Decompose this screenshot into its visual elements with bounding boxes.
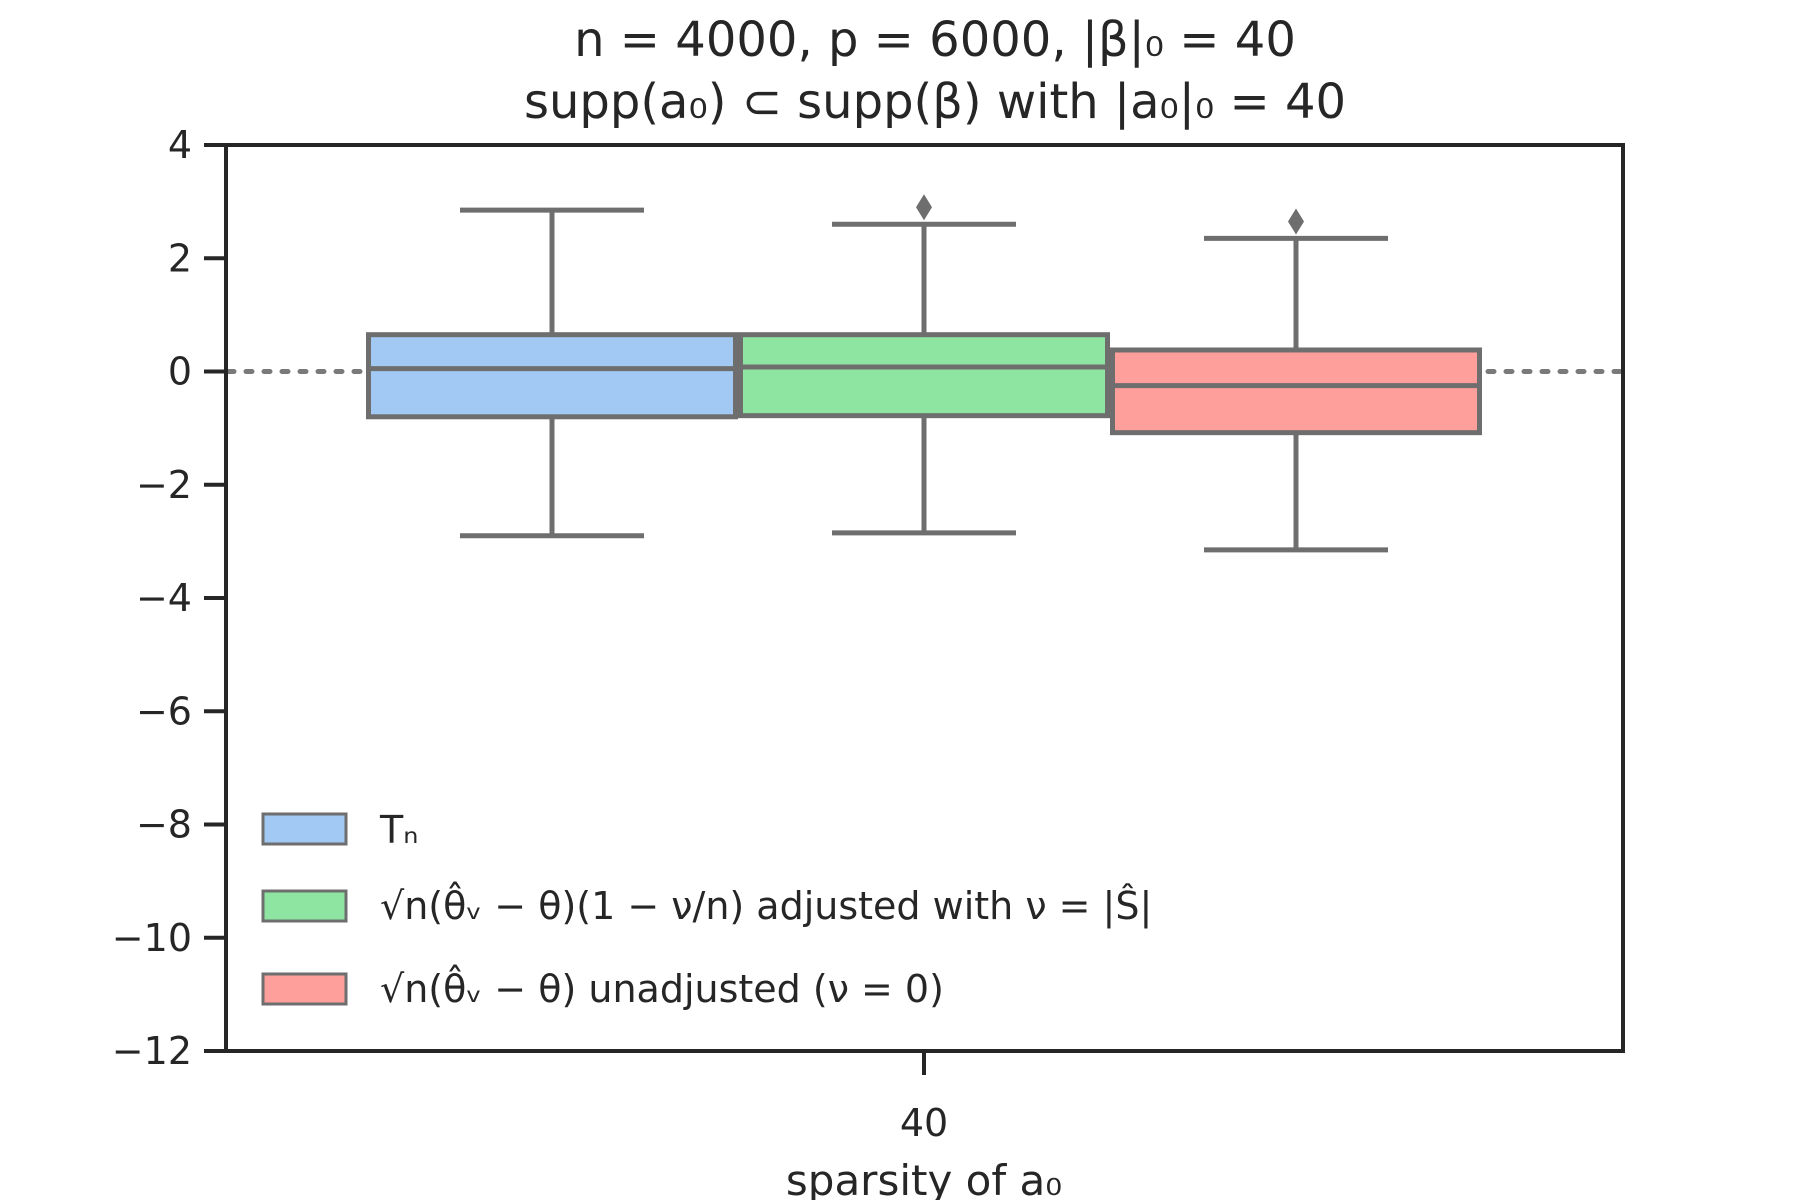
y-tick-label: −10	[112, 916, 192, 960]
legend-swatch-adjusted	[261, 889, 348, 923]
legend-swatch-unadjusted	[261, 972, 348, 1006]
y-tick-label: −12	[112, 1029, 192, 1073]
iqr-box	[366, 332, 738, 420]
y-tick-label: 4	[168, 123, 192, 167]
y-tick-label: 2	[168, 236, 192, 280]
legend-label-tn: Tₙ	[379, 808, 418, 852]
legend-swatch-tn	[261, 812, 348, 846]
legend-label-adjusted: √n(θ̂ᵥ − θ)(1 − ν/n) adjusted with ν = |…	[380, 882, 1152, 929]
box-1	[366, 207, 738, 539]
box-2	[738, 194, 1110, 536]
outlier-point	[916, 194, 932, 221]
y-tick-label: −4	[136, 576, 192, 620]
iqr-box	[1110, 347, 1482, 436]
y-tick-label: 0	[168, 350, 192, 394]
outlier-point	[1288, 208, 1304, 235]
chart-subtitle: supp(a₀) ⊂ supp(β) with |a₀|₀ = 40	[524, 74, 1346, 130]
iqr-box	[738, 332, 1110, 419]
box-plots	[366, 194, 1482, 553]
legend: Tₙ √n(θ̂ᵥ − θ)(1 − ν/n) adjusted with ν …	[261, 808, 1152, 1011]
y-tick-label: −2	[136, 463, 192, 507]
box-3	[1110, 208, 1482, 553]
y-tick-label: −6	[136, 689, 192, 733]
x-axis-label: sparsity of a₀	[786, 1156, 1062, 1200]
y-axis: 4 2 0 −2 −4 −6 −8 −10 −12	[112, 123, 226, 1073]
x-tick-label: 40	[900, 1101, 948, 1145]
chart-title: n = 4000, p = 6000, |β|₀ = 40	[574, 12, 1296, 68]
y-tick-label: −8	[136, 803, 192, 847]
legend-label-unadjusted: √n(θ̂ᵥ − θ) unadjusted (ν = 0)	[380, 965, 944, 1011]
